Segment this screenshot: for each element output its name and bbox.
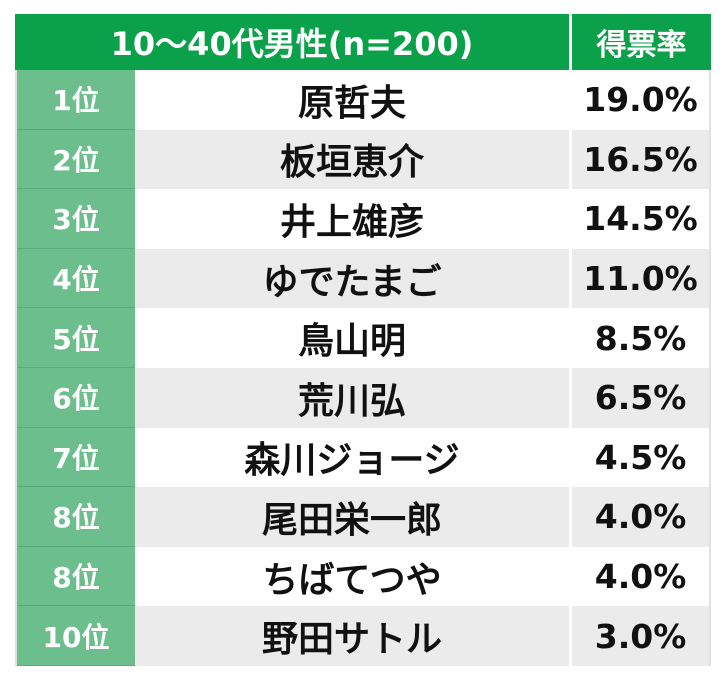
table-row: 10位 野田サトル 3.0% [17, 606, 709, 666]
rate-column-header: 得票率 [572, 14, 711, 70]
name-cell: 荒川弘 [135, 367, 572, 428]
rank-cell: 1位 [17, 70, 135, 130]
rank-cell: 7位 [17, 427, 135, 488]
rank-cell: 5位 [17, 308, 135, 368]
table-row: 5位 鳥山明 8.5% [17, 308, 709, 368]
rate-cell: 3.0% [572, 606, 709, 666]
rank-cell: 10位 [17, 606, 135, 666]
table-title: 10〜40代男性(n=200) [15, 14, 572, 70]
name-cell: 尾田栄一郎 [135, 487, 572, 547]
rate-cell: 8.5% [572, 308, 709, 368]
rank-cell: 6位 [17, 367, 135, 428]
name-cell: ゆでたまご [135, 248, 572, 309]
table-header: 10〜40代男性(n=200) 得票率 [15, 14, 711, 70]
table-row: 8位 ちばてつや 4.0% [17, 546, 709, 607]
name-cell: 板垣恵介 [135, 129, 572, 190]
rank-cell: 4位 [17, 248, 135, 309]
rate-cell: 19.0% [572, 70, 709, 130]
rate-cell: 11.0% [572, 248, 709, 309]
rank-cell: 3位 [17, 189, 135, 249]
table-row: 1位 原哲夫 19.0% [17, 70, 709, 130]
table-row: 4位 ゆでたまご 11.0% [17, 248, 709, 309]
name-cell: ちばてつや [135, 546, 572, 607]
table-row: 3位 井上雄彦 14.5% [17, 189, 709, 249]
rank-cell: 8位 [17, 487, 135, 547]
rate-cell: 6.5% [572, 367, 709, 428]
name-cell: 井上雄彦 [135, 189, 572, 249]
name-cell: 野田サトル [135, 606, 572, 666]
ranking-table: 10〜40代男性(n=200) 得票率 1位 原哲夫 19.0% 2位 板垣恵介… [15, 14, 711, 666]
rate-cell: 4.5% [572, 427, 709, 488]
name-cell: 鳥山明 [135, 308, 572, 368]
rate-cell: 14.5% [572, 189, 709, 249]
table-row: 6位 荒川弘 6.5% [17, 367, 709, 428]
rank-cell: 8位 [17, 546, 135, 607]
rank-cell: 2位 [17, 129, 135, 190]
name-cell: 原哲夫 [135, 70, 572, 130]
rate-cell: 16.5% [572, 129, 709, 190]
table-body: 1位 原哲夫 19.0% 2位 板垣恵介 16.5% 3位 井上雄彦 14.5%… [15, 70, 711, 666]
table-row: 2位 板垣恵介 16.5% [17, 129, 709, 190]
name-cell: 森川ジョージ [135, 427, 572, 488]
table-row: 7位 森川ジョージ 4.5% [17, 427, 709, 488]
rate-cell: 4.0% [572, 546, 709, 607]
table-row: 8位 尾田栄一郎 4.0% [17, 487, 709, 547]
rate-cell: 4.0% [572, 487, 709, 547]
